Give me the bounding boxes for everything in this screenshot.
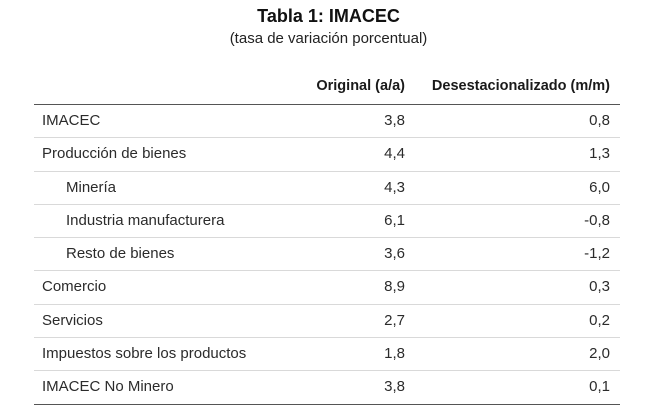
- table-header: Original (a/a) Desestacionalizado (m/m): [34, 70, 620, 105]
- cell-desestacionalizado: -1,2: [584, 245, 610, 263]
- table-row: Impuestos sobre los productos 1,8 2,0: [34, 338, 620, 372]
- cell-desestacionalizado: 0,8: [589, 112, 610, 129]
- table-row: Comercio 8,9 0,3: [34, 271, 620, 305]
- row-label: Minería: [66, 178, 117, 196]
- table-row: Producción de bienes 4,4 1,3: [34, 138, 620, 172]
- cell-desestacionalizado: -0,8: [584, 211, 610, 229]
- row-label: Impuestos sobre los productos: [42, 345, 247, 363]
- table-row: Minería 4,3 6,0: [34, 172, 620, 205]
- cell-original: 2,7: [384, 311, 405, 329]
- row-label: Comercio: [42, 278, 107, 296]
- table-subtitle: (tasa de variación porcentual): [229, 30, 428, 47]
- cell-desestacionalizado: 0,1: [589, 378, 610, 396]
- row-label: Servicios: [42, 311, 103, 329]
- cell-original: 4,4: [384, 145, 405, 163]
- cell-original: 6,1: [384, 211, 405, 229]
- cell-desestacionalizado: 2,0: [589, 345, 610, 363]
- column-header-original: Original (a/a): [316, 78, 405, 94]
- table-row: IMACEC No Minero 3,8 0,1: [34, 371, 620, 405]
- cell-desestacionalizado: 1,3: [589, 145, 610, 163]
- row-label: Producción de bienes: [42, 145, 187, 163]
- row-label: Industria manufacturera: [66, 211, 225, 229]
- cell-original: 3,8: [384, 112, 405, 129]
- imacec-table: Original (a/a) Desestacionalizado (m/m) …: [34, 70, 620, 405]
- cell-desestacionalizado: 0,3: [589, 278, 610, 296]
- table-row: Industria manufacturera 6,1 -0,8: [34, 205, 620, 239]
- cell-original: 3,8: [384, 378, 405, 396]
- row-label: Resto de bienes: [66, 245, 175, 263]
- cell-desestacionalizado: 6,0: [589, 178, 610, 196]
- cell-desestacionalizado: 0,2: [589, 311, 610, 329]
- column-header-desestacionalizado: Desestacionalizado (m/m): [431, 78, 610, 94]
- row-label: IMACEC: [42, 112, 101, 129]
- cell-original: 8,9: [384, 278, 405, 296]
- cell-original: 4,3: [384, 178, 405, 196]
- table-title: Tabla 1: IMACEC: [257, 6, 400, 26]
- table-row: IMACEC 3,8 0,8: [34, 105, 620, 139]
- cell-original: 1,8: [384, 345, 405, 363]
- table-row: Resto de bienes 3,6 -1,2: [34, 238, 620, 272]
- cell-original: 3,6: [384, 245, 405, 263]
- table-row: Servicios 2,7 0,2: [34, 305, 620, 339]
- row-label: IMACEC No Minero: [42, 378, 174, 396]
